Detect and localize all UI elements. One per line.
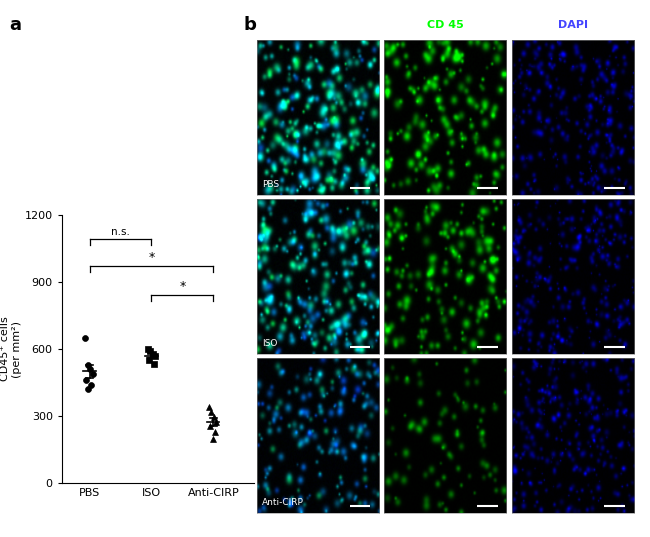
Point [207,434,218,443]
Text: Anti-CIRP: Anti-CIRP [262,498,304,506]
Point [148,349,158,358]
Point [85,365,96,374]
Text: DAPI: DAPI [558,20,588,30]
Point [81,376,92,384]
Text: a: a [10,16,21,34]
Point [80,333,90,342]
Text: *: * [148,251,155,264]
Point [83,360,93,369]
Point [205,422,215,431]
Point [206,408,216,416]
Y-axis label: CD45⁺ cells
(per mm²): CD45⁺ cells (per mm²) [0,317,22,381]
Point [145,347,155,355]
Point [86,381,97,389]
Text: PBS: PBS [262,180,279,188]
Point [144,356,154,365]
Text: CD 45: CD 45 [427,20,463,30]
Point [83,385,94,394]
Point [142,345,153,353]
Text: n.s.: n.s. [111,227,130,237]
Text: ISO: ISO [262,339,277,347]
Point [203,403,214,411]
Point [88,369,98,378]
Point [210,427,220,436]
Text: *: * [179,280,185,293]
Text: b: b [244,16,257,34]
Point [150,351,161,360]
Point [209,413,219,422]
Point [149,359,159,368]
Point [211,417,222,426]
